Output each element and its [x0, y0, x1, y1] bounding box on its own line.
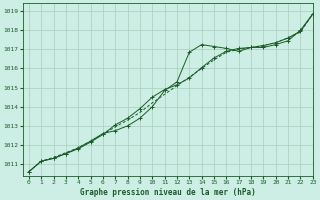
X-axis label: Graphe pression niveau de la mer (hPa): Graphe pression niveau de la mer (hPa) [80, 188, 256, 197]
